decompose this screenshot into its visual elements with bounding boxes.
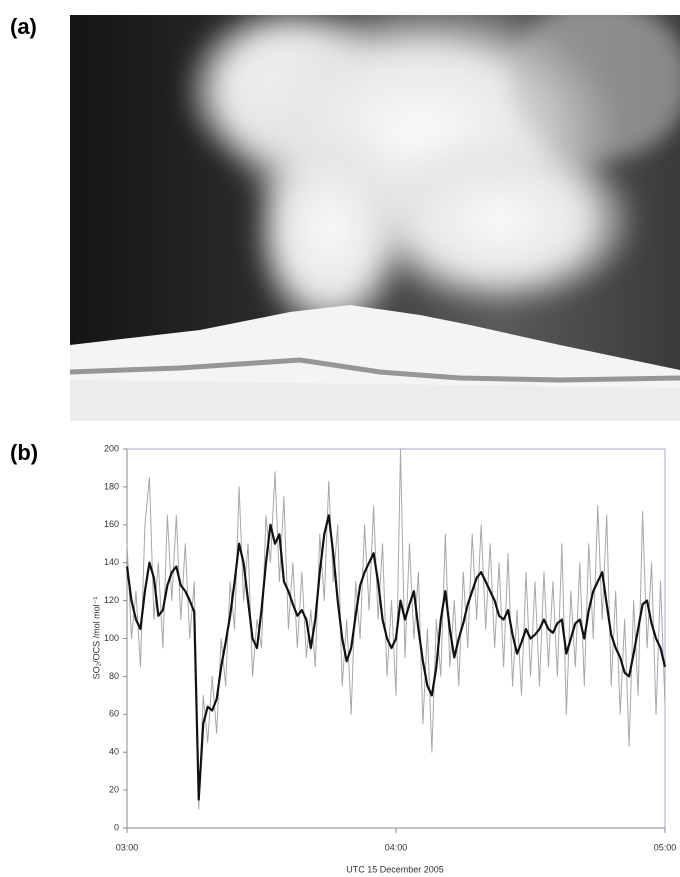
y-tick-label: 80: [109, 671, 119, 681]
y-tick-label: 120: [104, 595, 119, 605]
y-tick-label: 140: [104, 557, 119, 567]
y-tick-label: 0: [114, 822, 119, 832]
panel-label: (a): [10, 14, 37, 39]
data-line: [126, 448, 666, 810]
y-tick-label: 20: [109, 784, 119, 794]
x-tick-label: 04:00: [385, 842, 408, 852]
y-axis-label: SO₂/OCS /mol mol⁻¹: [91, 597, 101, 680]
y-tick-label: 60: [109, 709, 119, 719]
photo: [70, 15, 680, 421]
data-line: [125, 514, 667, 801]
y-tick-label: 160: [104, 519, 119, 529]
y-tick-label: 200: [104, 443, 119, 453]
y-tick-label: 180: [104, 481, 119, 491]
y-tick-label: 40: [109, 747, 119, 757]
y-tick-label: 100: [104, 633, 119, 643]
x-tick-label: 05:00: [654, 842, 677, 852]
x-tick-label: 03:00: [116, 842, 139, 852]
panel-label: (b): [10, 440, 38, 465]
x-axis-label: UTC 15 December 2005: [346, 864, 444, 874]
